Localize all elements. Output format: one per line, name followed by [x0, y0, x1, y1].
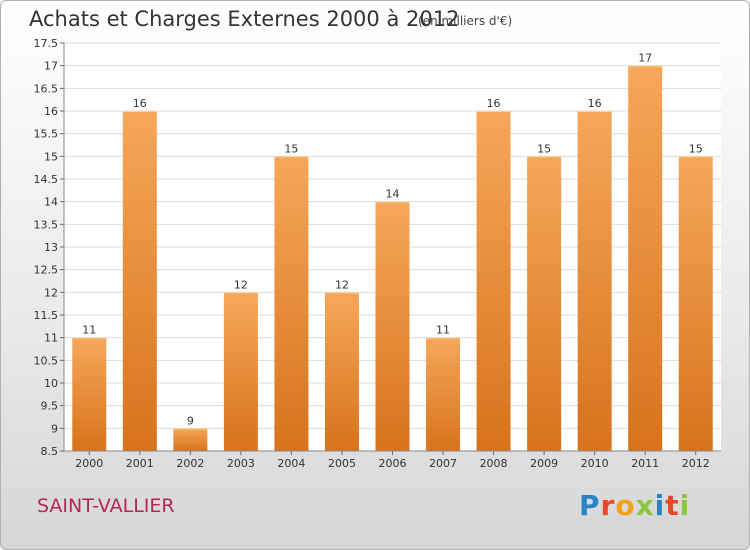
bar: [274, 156, 309, 452]
data-label: 11: [82, 324, 96, 337]
logo-letter: o: [615, 489, 636, 522]
data-label: 12: [335, 278, 349, 291]
bar: [628, 65, 663, 452]
y-tick-label: 13: [44, 241, 58, 254]
chart-subtitle: (en milliers d'€): [418, 14, 513, 28]
proxiti-logo: Proxiti: [579, 489, 690, 522]
logo-letter: P: [579, 489, 601, 522]
bar: [476, 111, 511, 451]
y-tick-label: 12.5: [34, 264, 59, 277]
x-tick-label: 2008: [480, 457, 508, 470]
data-label: 16: [588, 97, 602, 110]
y-tick-label: 11: [44, 332, 58, 345]
bar: [577, 111, 612, 451]
y-tick-label: 15: [44, 150, 58, 163]
bar: [223, 292, 258, 451]
x-tick-label: 2000: [75, 457, 103, 470]
x-tick-label: 2012: [682, 457, 710, 470]
x-tick-label: 2001: [126, 457, 154, 470]
data-label: 15: [284, 142, 298, 155]
data-label: 15: [689, 142, 703, 155]
data-label: 11: [436, 324, 450, 337]
y-tick-label: 10.5: [34, 354, 59, 367]
logo-letter: i: [654, 489, 666, 522]
y-tick-label: 16.5: [34, 82, 59, 95]
y-tick-label: 12: [44, 286, 58, 299]
y-tick-label: 9.5: [41, 400, 59, 413]
y-tick-label: 16: [44, 105, 58, 118]
logo-letter: r: [600, 489, 616, 522]
x-tick-label: 2002: [176, 457, 204, 470]
x-tick-label: 2007: [429, 457, 457, 470]
data-label: 17: [638, 52, 652, 65]
logo-letter: t: [665, 489, 680, 522]
y-tick-label: 11.5: [34, 309, 59, 322]
data-label: 16: [487, 97, 501, 110]
logo-letter: i: [679, 489, 691, 522]
x-tick-label: 2006: [379, 457, 407, 470]
x-tick-label: 2010: [581, 457, 609, 470]
x-tick-label: 2009: [530, 457, 558, 470]
y-tick-label: 8.5: [41, 445, 59, 458]
bar: [324, 292, 359, 451]
bar: [72, 337, 107, 451]
y-tick-label: 9: [51, 422, 58, 435]
bar: [678, 156, 713, 452]
chart-title: Achats et Charges Externes 2000 à 2012: [29, 7, 460, 31]
x-tick-label: 2004: [277, 457, 305, 470]
x-tick-label: 2011: [631, 457, 659, 470]
x-tick-label: 2005: [328, 457, 356, 470]
bar: [375, 201, 410, 451]
y-tick-label: 17.5: [34, 37, 59, 50]
bar: [527, 156, 562, 452]
data-label: 15: [537, 142, 551, 155]
data-label: 14: [386, 188, 400, 201]
data-label: 16: [133, 97, 147, 110]
bar: [173, 428, 208, 451]
x-tick-label: 2003: [227, 457, 255, 470]
y-tick-label: 10: [44, 377, 58, 390]
data-label: 9: [187, 414, 194, 427]
y-tick-label: 14.5: [34, 173, 59, 186]
bar: [122, 111, 157, 451]
y-tick-label: 17: [44, 60, 58, 73]
place-name: SAINT-VALLIER: [37, 495, 175, 517]
data-label: 12: [234, 278, 248, 291]
bar: [426, 337, 461, 451]
y-tick-label: 13.5: [34, 218, 59, 231]
logo-letter: x: [635, 489, 655, 522]
y-tick-label: 15.5: [34, 128, 59, 141]
y-tick-label: 14: [44, 196, 58, 209]
